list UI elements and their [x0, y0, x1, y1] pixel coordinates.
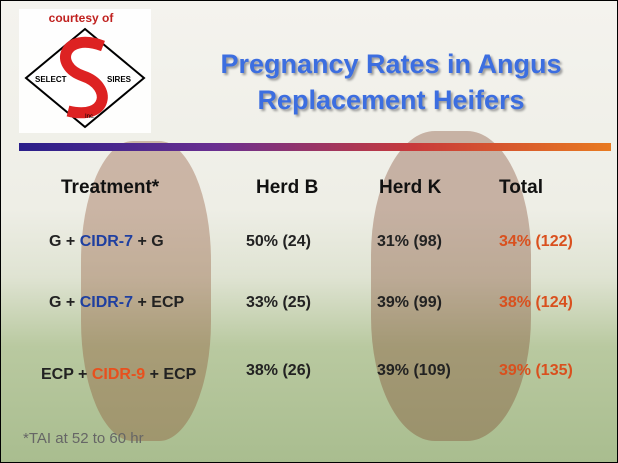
column-header: Herd B: [256, 177, 318, 199]
treatment-part: + ECP: [145, 366, 196, 383]
cell: 38% (124): [499, 294, 573, 312]
treatment: ECP + CIDR-9 + ECP: [41, 366, 196, 384]
cell: 50% (24): [246, 233, 311, 251]
logo-left: SELECT: [35, 75, 67, 84]
treatment-part: G +: [49, 294, 80, 311]
logo-small: Inc.: [85, 114, 95, 120]
treatment: G + CIDR-7 + ECP: [49, 294, 184, 312]
title: Replacement Heifers: [166, 85, 616, 116]
logo: SELECT SIRES Inc.: [23, 26, 147, 131]
column-header: Herd K: [379, 177, 441, 199]
logo-right: SIRES: [107, 75, 132, 84]
title: Pregnancy Rates in Angus: [166, 49, 616, 80]
column-header: Treatment*: [61, 177, 159, 199]
cell: 39% (135): [499, 362, 573, 380]
cell: 34% (122): [499, 233, 573, 251]
treatment-part: G +: [49, 233, 80, 250]
cell: 39% (99): [377, 294, 442, 312]
treatment: G + CIDR-7 + G: [49, 233, 164, 251]
treatment-part: + G: [133, 233, 164, 250]
cell: 39% (109): [377, 362, 451, 380]
column-header: Total: [499, 177, 543, 199]
treatment-part: CIDR-9: [92, 366, 145, 383]
footnote: *TAI at 52 to 60 hr: [23, 430, 144, 447]
cell: 33% (25): [246, 294, 311, 312]
treatment-part: + ECP: [133, 294, 184, 311]
treatment-part: CIDR-7: [80, 233, 133, 250]
slide: courtesy of SELECT SIRES Inc. Pregnancy …: [0, 0, 618, 463]
logo-caption: courtesy of: [31, 11, 131, 25]
cell: 38% (26): [246, 362, 311, 380]
treatment-part: ECP +: [41, 366, 92, 383]
cell: 31% (98): [377, 233, 442, 251]
treatment-part: CIDR-7: [80, 294, 133, 311]
divider: [19, 143, 611, 151]
